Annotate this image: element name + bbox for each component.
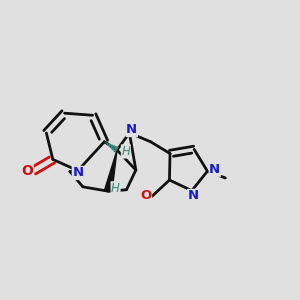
Text: N: N <box>72 167 83 179</box>
Text: H: H <box>111 182 120 195</box>
Text: O: O <box>21 164 33 178</box>
Text: H: H <box>122 145 130 158</box>
Text: N: N <box>209 163 220 176</box>
Text: N: N <box>188 189 199 203</box>
Text: O: O <box>140 189 152 202</box>
Text: N: N <box>126 124 137 136</box>
Polygon shape <box>104 150 117 192</box>
